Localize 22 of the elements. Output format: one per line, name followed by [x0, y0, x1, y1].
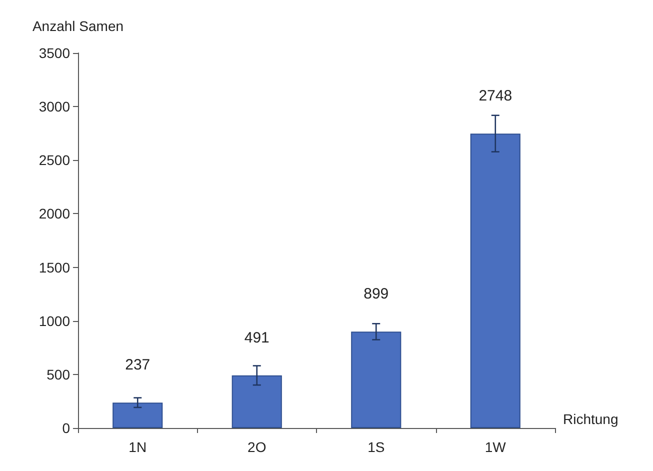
- bar: [470, 134, 520, 428]
- y-tick-label: 500: [46, 366, 70, 382]
- x-tick-label: 1W: [484, 439, 507, 455]
- y-tick-label: 2500: [38, 152, 70, 168]
- x-tick-label: 1S: [368, 439, 385, 455]
- bar: [232, 375, 282, 428]
- y-tick-label: 1500: [38, 259, 70, 276]
- bar: [112, 402, 163, 428]
- x-tick-label: 2O: [248, 439, 266, 455]
- data-label: 237: [125, 356, 150, 374]
- data-label: 2748: [478, 88, 512, 105]
- y-tick-label: 0: [62, 420, 70, 436]
- y-tick-label: 3500: [38, 45, 70, 61]
- data-label: 899: [364, 286, 389, 303]
- y-tick-label: 3000: [38, 98, 70, 115]
- x-tick-label: 1N: [128, 439, 147, 455]
- data-label: 491: [244, 329, 270, 346]
- bar: [351, 332, 402, 428]
- y-tick-label: 2000: [38, 206, 70, 222]
- y-tick-label: 1000: [38, 312, 70, 329]
- y-axis-title: Anzahl Samen: [32, 18, 124, 34]
- x-axis-title: Richtung: [563, 411, 618, 427]
